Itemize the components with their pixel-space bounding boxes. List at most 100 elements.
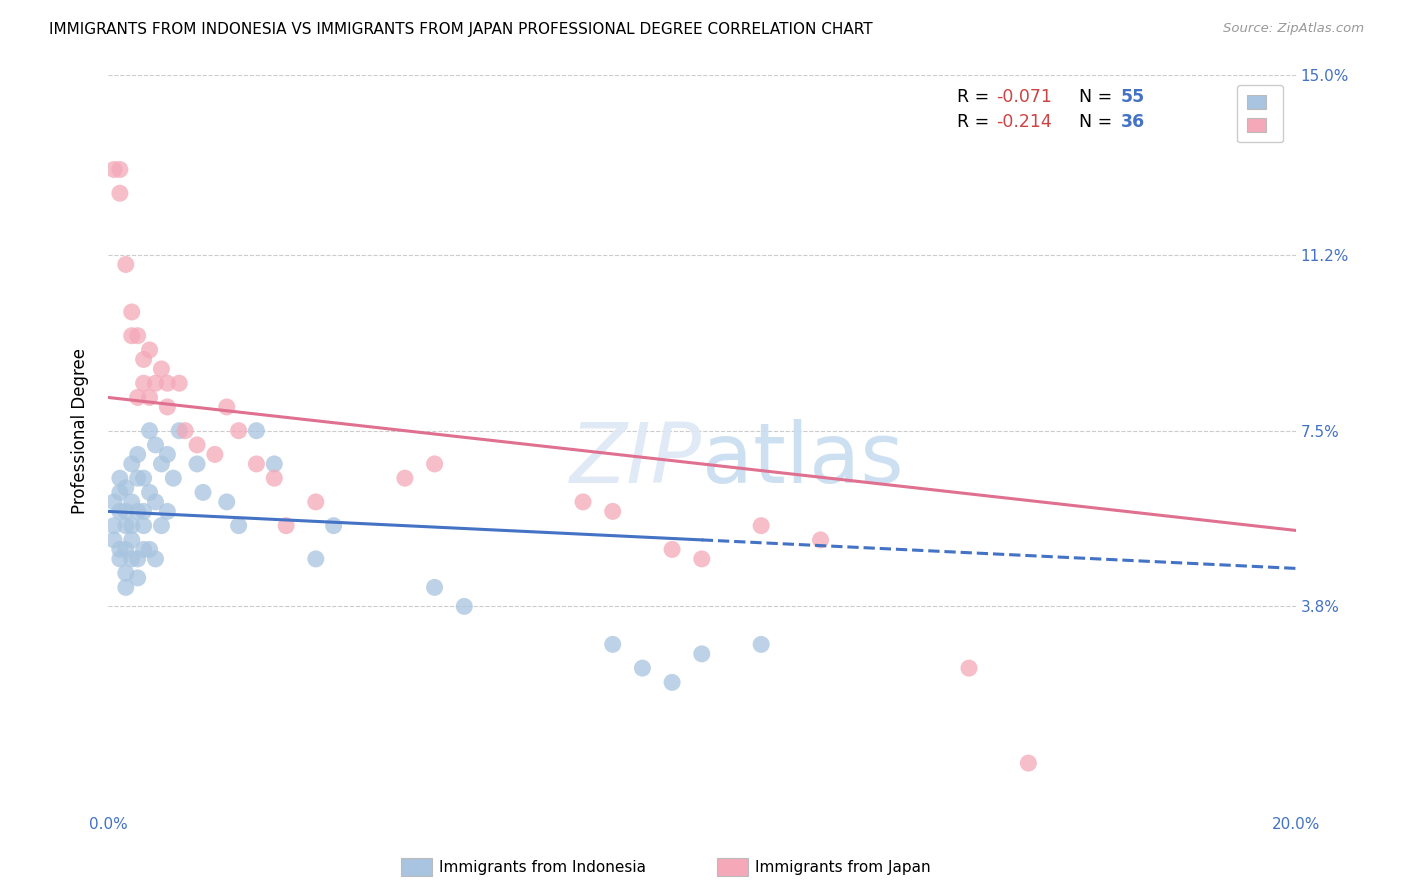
Point (602, 637, 624, 651)
Point (394, 471, 416, 485)
Point (127, 447, 149, 461)
Point (174, 424, 197, 438)
Point (690, 647, 713, 661)
Point (423, 581, 446, 595)
Point (245, 424, 267, 438)
Text: R =: R = (957, 87, 995, 105)
Point (204, 447, 226, 461)
Point (602, 504, 624, 518)
Point (156, 376, 179, 391)
Point (749, 637, 772, 651)
Point (108, 186, 131, 201)
Point (138, 391, 160, 405)
Point (114, 504, 136, 518)
Text: atlas: atlas (702, 418, 904, 500)
Point (121, 305, 143, 319)
Text: N =: N = (1067, 87, 1118, 105)
Text: Source: ZipAtlas.com: Source: ZipAtlas.com (1223, 22, 1364, 36)
Point (263, 457, 285, 471)
Point (453, 599, 475, 614)
Point (132, 376, 155, 391)
Point (132, 518, 155, 533)
Point (108, 542, 131, 557)
Point (103, 162, 125, 177)
Point (108, 552, 131, 566)
Y-axis label: Professional Degree: Professional Degree (72, 348, 89, 514)
Point (108, 504, 131, 518)
Point (132, 352, 155, 367)
Point (127, 471, 149, 485)
Point (215, 495, 238, 509)
Point (121, 552, 143, 566)
Point (127, 552, 149, 566)
Text: R =: R = (957, 113, 995, 131)
Point (103, 533, 125, 547)
Point (121, 518, 143, 533)
Point (631, 661, 654, 675)
Point (127, 391, 149, 405)
Point (423, 457, 446, 471)
Point (305, 495, 328, 509)
Point (121, 495, 143, 509)
Point (661, 675, 683, 690)
Point (690, 552, 713, 566)
Point (145, 552, 167, 566)
Text: Immigrants from Japan: Immigrants from Japan (755, 860, 931, 874)
Text: IMMIGRANTS FROM INDONESIA VS IMMIGRANTS FROM JAPAN PROFESSIONAL DEGREE CORRELATI: IMMIGRANTS FROM INDONESIA VS IMMIGRANTS … (49, 22, 873, 37)
Point (145, 495, 167, 509)
Point (810, 533, 832, 547)
Point (150, 457, 173, 471)
Point (121, 328, 143, 343)
Point (114, 566, 136, 581)
Point (228, 424, 250, 438)
Point (114, 481, 136, 495)
Point (572, 495, 595, 509)
Point (167, 424, 190, 438)
Point (228, 518, 250, 533)
Point (132, 542, 155, 557)
Point (276, 518, 298, 533)
Point (156, 400, 179, 414)
Point (127, 504, 149, 518)
Point (1017, 756, 1039, 770)
Point (156, 447, 179, 461)
Text: -0.071: -0.071 (997, 87, 1052, 105)
Point (103, 495, 125, 509)
Point (957, 661, 980, 675)
Point (127, 571, 149, 585)
Point (132, 471, 155, 485)
Point (263, 471, 285, 485)
Point (127, 328, 149, 343)
Point (138, 485, 160, 500)
Text: N =: N = (1067, 113, 1118, 131)
Point (114, 518, 136, 533)
Point (145, 438, 167, 452)
Point (114, 581, 136, 595)
Point (749, 518, 772, 533)
Point (138, 424, 160, 438)
Point (121, 533, 143, 547)
Text: 36: 36 (1121, 113, 1144, 131)
Text: -0.214: -0.214 (997, 113, 1052, 131)
Point (103, 518, 125, 533)
Point (322, 518, 344, 533)
Point (108, 485, 131, 500)
Point (138, 343, 160, 357)
Point (132, 504, 155, 518)
Text: 55: 55 (1121, 87, 1146, 105)
Point (661, 542, 683, 557)
Point (215, 400, 238, 414)
Point (186, 457, 208, 471)
Point (150, 518, 173, 533)
Point (138, 542, 160, 557)
Point (121, 457, 143, 471)
Point (150, 362, 173, 376)
Point (114, 257, 136, 271)
Point (156, 504, 179, 518)
Text: Immigrants from Indonesia: Immigrants from Indonesia (439, 860, 645, 874)
Point (114, 542, 136, 557)
Point (186, 438, 208, 452)
Point (167, 376, 190, 391)
Point (191, 485, 214, 500)
Point (108, 162, 131, 177)
